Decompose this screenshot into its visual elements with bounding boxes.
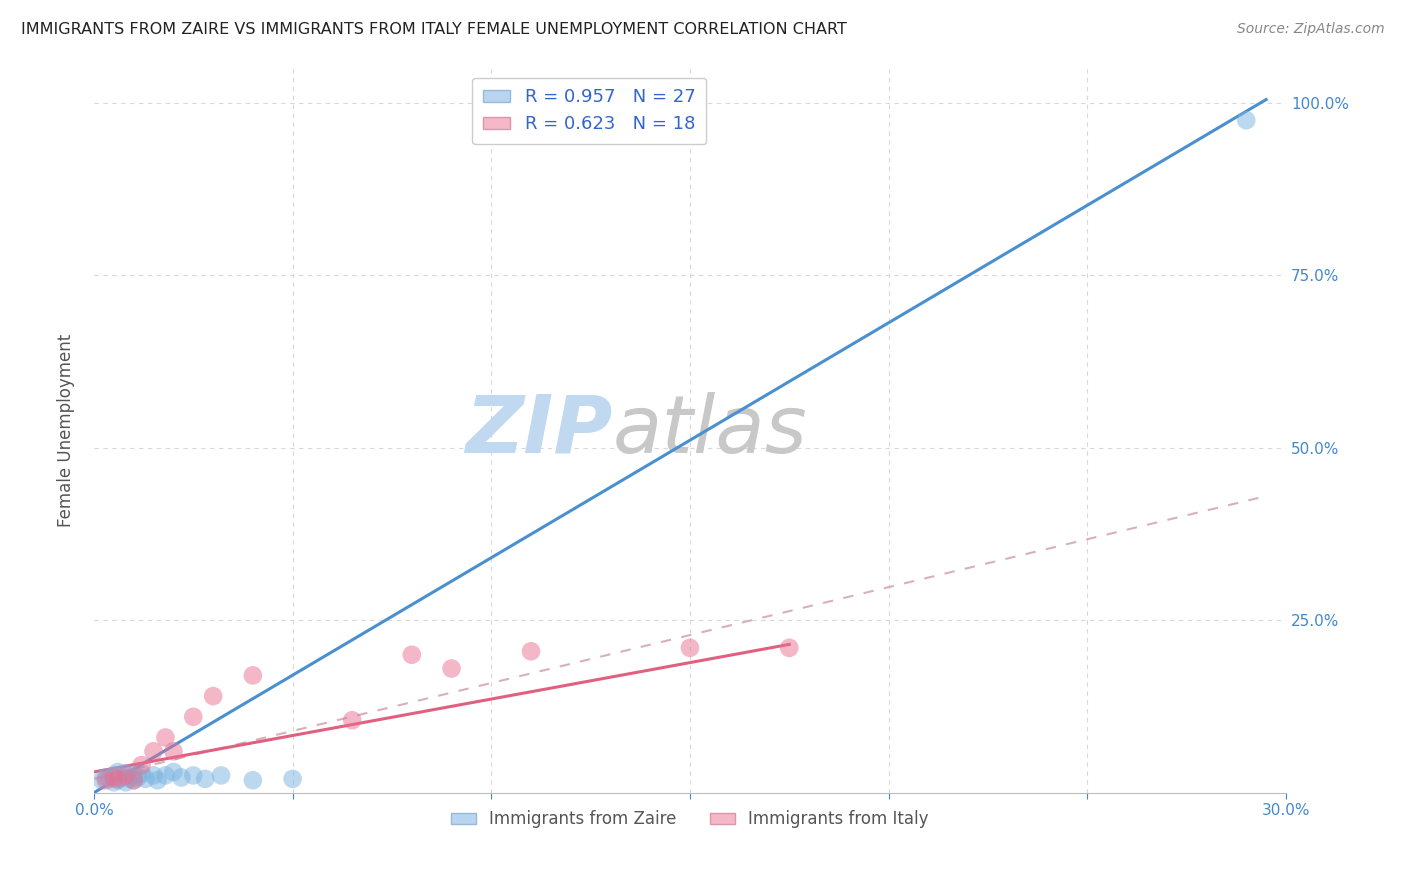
Point: [98, 772, 121, 786]
Point: [340, 713, 363, 727]
Point: [170, 771, 193, 785]
Point: [111, 771, 134, 785]
Point: [142, 768, 165, 782]
Point: [281, 772, 304, 786]
Point: [401, 648, 423, 662]
Point: [181, 710, 204, 724]
Point: [90, 773, 112, 788]
Text: ZIP: ZIP: [465, 392, 613, 469]
Point: [135, 772, 157, 786]
Point: [103, 768, 125, 782]
Y-axis label: Female Unemployment: Female Unemployment: [58, 334, 75, 527]
Point: [520, 644, 543, 658]
Point: [114, 775, 136, 789]
Point: [127, 771, 149, 785]
Point: [114, 766, 136, 780]
Point: [155, 768, 177, 782]
Point: [107, 773, 129, 788]
Point: [122, 768, 145, 782]
Point: [778, 640, 800, 655]
Point: [103, 771, 125, 785]
Point: [242, 773, 264, 788]
Text: IMMIGRANTS FROM ZAIRE VS IMMIGRANTS FROM ITALY FEMALE UNEMPLOYMENT CORRELATION C: IMMIGRANTS FROM ZAIRE VS IMMIGRANTS FROM…: [21, 22, 846, 37]
Legend: Immigrants from Zaire, Immigrants from Italy: Immigrants from Zaire, Immigrants from I…: [444, 804, 935, 835]
Point: [122, 773, 145, 788]
Point: [146, 773, 169, 788]
Point: [202, 689, 225, 703]
Point: [1234, 113, 1257, 128]
Point: [181, 768, 204, 782]
Point: [103, 775, 125, 789]
Text: Source: ZipAtlas.com: Source: ZipAtlas.com: [1237, 22, 1385, 37]
Point: [114, 768, 136, 782]
Point: [155, 731, 177, 745]
Point: [440, 661, 463, 675]
Point: [209, 768, 232, 782]
Point: [142, 744, 165, 758]
Point: [242, 668, 264, 682]
Point: [162, 744, 184, 758]
Point: [107, 772, 129, 786]
Point: [107, 764, 129, 779]
Point: [122, 773, 145, 788]
Point: [194, 772, 217, 786]
Point: [94, 771, 117, 785]
Point: [94, 773, 117, 788]
Text: atlas: atlas: [613, 392, 807, 469]
Point: [679, 640, 702, 655]
Point: [131, 766, 153, 780]
Point: [118, 772, 141, 786]
Point: [131, 758, 153, 772]
Point: [162, 764, 184, 779]
